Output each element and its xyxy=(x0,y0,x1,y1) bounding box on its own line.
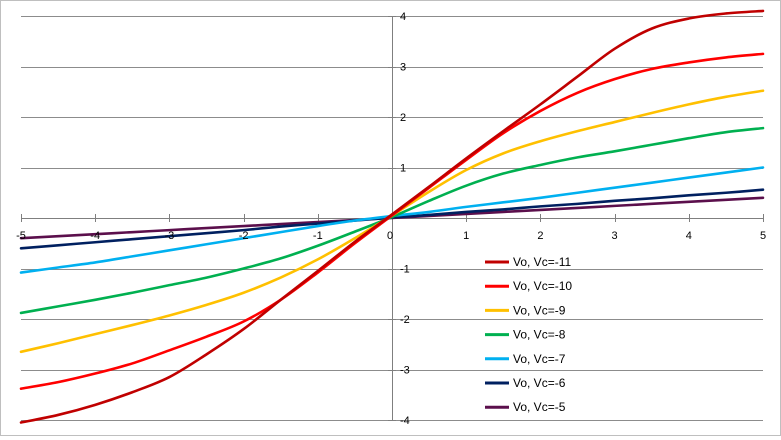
legend-label: Vo, Vc=-6 xyxy=(513,376,566,390)
x-tick-label: -5 xyxy=(16,230,26,242)
y-tick-label: 1 xyxy=(400,163,406,175)
x-tick-label: -1 xyxy=(313,230,323,242)
x-tick-label: 0 xyxy=(387,230,393,242)
legend-item: Vo, Vc=-11 xyxy=(485,255,571,269)
x-tick-label: 1 xyxy=(463,230,469,242)
x-tick-label: -2 xyxy=(239,230,249,242)
x-tick-label: -3 xyxy=(165,230,175,242)
y-tick-label: 2 xyxy=(400,112,406,124)
legend-label: Vo, Vc=-5 xyxy=(513,400,566,414)
tick-labels: -5 -4 -3 -2 -1 0 1 2 3 4 5 4 3 2 1 -1 -2 -3 -4 xyxy=(16,11,766,427)
legend-item: Vo, Vc=-9 xyxy=(485,303,566,317)
legend-label: Vo, Vc=-10 xyxy=(513,279,572,293)
legend-item: Vo, Vc=-5 xyxy=(485,400,566,414)
x-tick-label: -4 xyxy=(90,230,100,242)
y-tick-label: 3 xyxy=(400,62,406,74)
legend-item: Vo, Vc=-7 xyxy=(485,352,566,366)
legend-label: Vo, Vc=-9 xyxy=(513,303,566,317)
legend-label: Vo, Vc=-7 xyxy=(513,352,566,366)
legend-label: Vo, Vc=-11 xyxy=(513,255,571,269)
y-tick-label: -1 xyxy=(400,264,410,276)
legend-item: Vo, Vc=-10 xyxy=(485,279,572,293)
legend: Vo, Vc=-11 Vo, Vc=-10 Vo, Vc=-9 Vo, Vc=-8 Vo… xyxy=(485,255,572,414)
series-lines xyxy=(19,9,765,424)
x-tick-label: 3 xyxy=(612,230,618,242)
legend-label: Vo, Vc=-8 xyxy=(513,328,566,342)
x-tick-label: 4 xyxy=(686,230,692,242)
series-line-1 xyxy=(19,9,765,424)
legend-item: Vo, Vc=-6 xyxy=(485,376,566,390)
y-tick-label: -4 xyxy=(400,415,410,427)
legend-item: Vo, Vc=-8 xyxy=(485,328,566,342)
y-tick-label: -3 xyxy=(400,365,410,377)
y-tick-label: 4 xyxy=(400,11,406,23)
y-tick-label: -2 xyxy=(400,314,410,326)
x-tick-label: 2 xyxy=(537,230,543,242)
x-tick-label: 5 xyxy=(760,230,766,242)
